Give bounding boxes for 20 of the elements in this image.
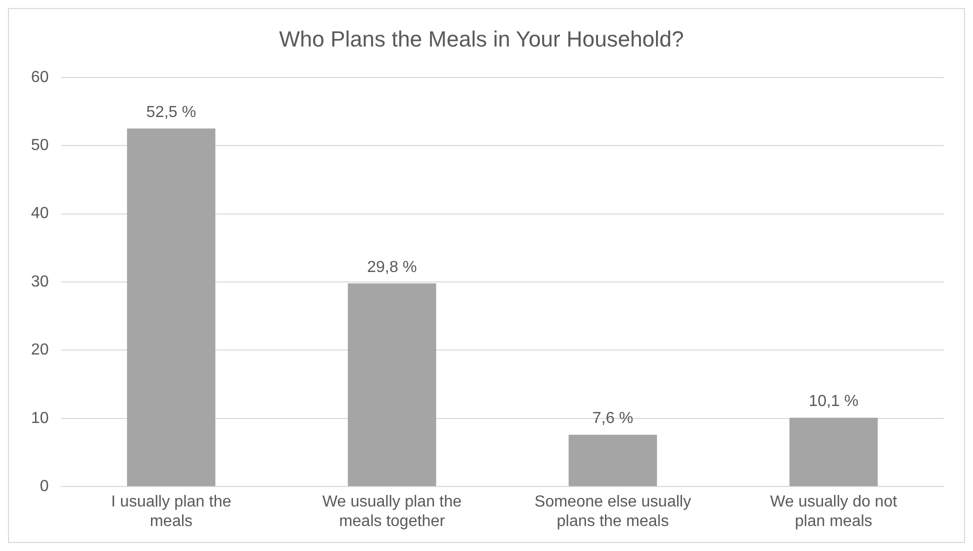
data-label: 29,8 %	[367, 258, 417, 276]
y-tick-label: 0	[40, 478, 49, 496]
bar	[127, 128, 216, 486]
x-tick-label: I usually plan the meals	[111, 494, 232, 530]
x-tick-label: We usually plan the meals together	[322, 494, 462, 530]
chart-title: Who Plans the Meals in Your Household?	[279, 26, 684, 52]
x-tick-label: Someone else usually plans the meals	[534, 494, 692, 530]
bar	[568, 434, 657, 486]
y-tick-label: 60	[31, 68, 49, 86]
y-tick-label: 10	[31, 410, 49, 427]
data-label: 7,6 %	[592, 410, 634, 428]
bar	[348, 283, 436, 486]
data-label: 10,1 %	[808, 393, 859, 410]
y-tick-label: 40	[31, 205, 49, 222]
y-tick-label: 20	[31, 342, 49, 359]
y-tick-label: 50	[31, 137, 49, 154]
x-tick-label: We usually do not plan meals	[770, 494, 898, 530]
bar	[789, 418, 878, 486]
y-tick-label: 30	[31, 273, 49, 290]
data-label: 52,5 %	[146, 104, 196, 121]
